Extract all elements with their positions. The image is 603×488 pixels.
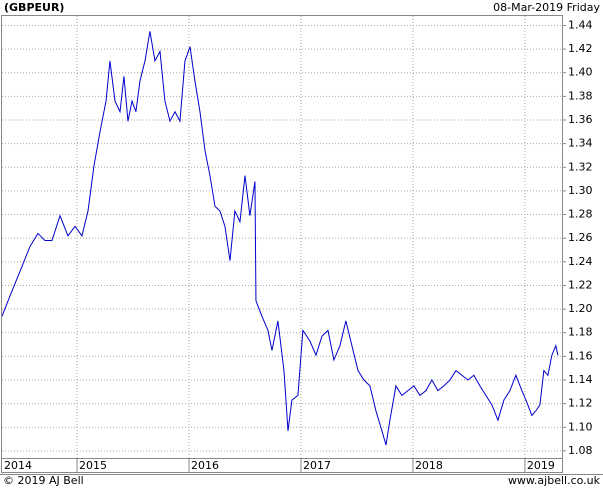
footer-copyright: © 2019 AJ Bell bbox=[3, 474, 84, 487]
y-tick-label: 1.42 bbox=[568, 42, 593, 55]
y-tick-label: 1.12 bbox=[568, 397, 593, 410]
y-tick-label: 1.24 bbox=[568, 255, 593, 268]
y-tick-label: 1.30 bbox=[568, 184, 593, 197]
x-tick-label: 2015 bbox=[79, 459, 107, 472]
x-tick-label: 2014 bbox=[4, 459, 32, 472]
footer-source: www.ajbell.co.uk bbox=[508, 474, 601, 487]
x-tick-label: 2016 bbox=[191, 459, 219, 472]
y-tick-label: 1.40 bbox=[568, 66, 593, 79]
y-tick-label: 1.08 bbox=[568, 444, 593, 457]
y-tick-label: 1.44 bbox=[568, 18, 593, 31]
y-tick-label: 1.22 bbox=[568, 278, 593, 291]
y-tick-label: 1.38 bbox=[568, 89, 593, 102]
y-tick-label: 1.26 bbox=[568, 231, 593, 244]
price-line bbox=[1, 31, 559, 446]
y-tick-label: 1.16 bbox=[568, 349, 593, 362]
y-tick-label: 1.10 bbox=[568, 420, 593, 433]
y-tick-label: 1.34 bbox=[568, 137, 593, 150]
y-tick-label: 1.14 bbox=[568, 373, 593, 386]
x-tick-label: 2019 bbox=[527, 459, 555, 472]
y-tick-label: 1.20 bbox=[568, 302, 593, 315]
x-tick-label: 2018 bbox=[415, 459, 443, 472]
chart-title: (GBPEUR) bbox=[4, 1, 64, 14]
y-tick-label: 1.32 bbox=[568, 160, 593, 173]
x-tick-label: 2017 bbox=[303, 459, 331, 472]
y-tick-label: 1.18 bbox=[568, 326, 593, 339]
chart-date: 08-Mar-2019 Friday bbox=[493, 1, 600, 14]
plot-frame bbox=[1, 15, 563, 473]
y-tick-label: 1.36 bbox=[568, 113, 593, 126]
y-tick-label: 1.28 bbox=[568, 208, 593, 221]
